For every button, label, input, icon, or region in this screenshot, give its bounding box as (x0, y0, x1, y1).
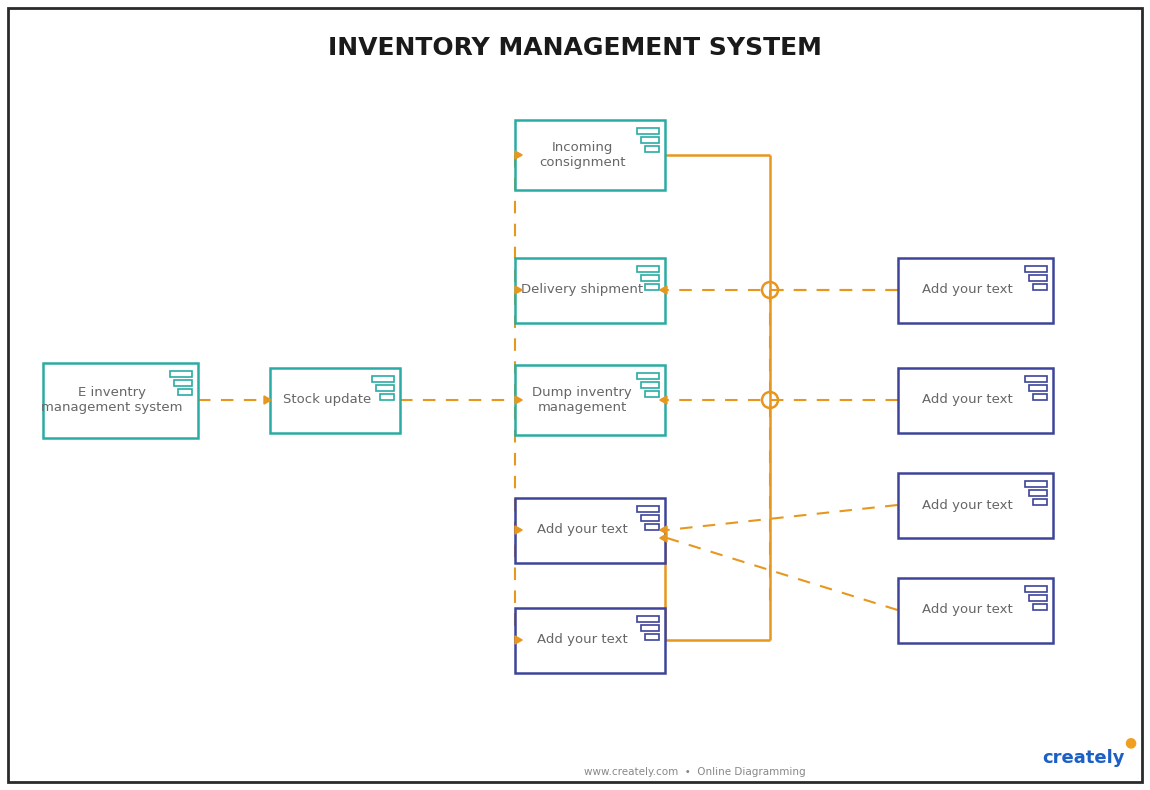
Bar (645, 146, 659, 152)
Bar (270, 367, 400, 432)
Bar (1025, 585, 1046, 592)
Bar (637, 506, 659, 511)
Text: Add your text: Add your text (537, 634, 628, 646)
Bar (637, 265, 659, 272)
Bar (1033, 284, 1046, 289)
Text: Incoming
consignment: Incoming consignment (538, 141, 626, 169)
Text: Add your text: Add your text (921, 284, 1012, 296)
Polygon shape (515, 396, 522, 404)
Bar (515, 608, 665, 672)
Bar (897, 577, 1052, 642)
Polygon shape (660, 526, 667, 534)
Text: Add your text: Add your text (921, 498, 1012, 511)
Bar (1028, 385, 1046, 390)
Polygon shape (515, 526, 522, 534)
Bar (645, 284, 659, 289)
Bar (376, 385, 394, 390)
Text: E inventry
management system: E inventry management system (41, 386, 183, 414)
Text: Add your text: Add your text (537, 524, 628, 536)
Text: ●: ● (1124, 735, 1136, 749)
Polygon shape (515, 151, 522, 159)
Bar (371, 375, 394, 382)
Text: Dump inventry
management: Dump inventry management (532, 386, 631, 414)
Polygon shape (515, 636, 522, 644)
Text: creately: creately (1043, 749, 1125, 767)
Bar (897, 258, 1052, 322)
Text: www.creately.com  •  Online Diagramming: www.creately.com • Online Diagramming (584, 767, 806, 777)
Bar (645, 524, 659, 529)
Bar (641, 137, 659, 143)
Bar (897, 367, 1052, 432)
Bar (641, 514, 659, 521)
Text: Stock update: Stock update (283, 393, 371, 407)
Bar (174, 379, 192, 386)
Bar (1028, 595, 1046, 600)
Polygon shape (660, 534, 667, 542)
Bar (641, 382, 659, 388)
Bar (515, 120, 665, 190)
Bar (645, 634, 659, 639)
Bar (637, 373, 659, 379)
Bar (1028, 274, 1046, 280)
Polygon shape (264, 396, 271, 404)
Text: Add your text: Add your text (921, 393, 1012, 407)
Bar (1033, 498, 1046, 505)
Bar (169, 371, 192, 377)
Bar (641, 274, 659, 280)
Bar (43, 363, 198, 438)
Bar (380, 393, 394, 400)
Bar (515, 498, 665, 562)
Bar (1025, 480, 1046, 487)
Bar (177, 389, 192, 394)
Polygon shape (660, 286, 667, 294)
Bar (1025, 375, 1046, 382)
Text: Add your text: Add your text (921, 604, 1012, 616)
Bar (1028, 490, 1046, 495)
Bar (1025, 265, 1046, 272)
Polygon shape (660, 396, 667, 404)
Bar (515, 258, 665, 322)
Text: Delivery shipment: Delivery shipment (521, 284, 643, 296)
Bar (637, 128, 659, 134)
Bar (641, 625, 659, 630)
Bar (1033, 393, 1046, 400)
Polygon shape (515, 286, 522, 294)
Bar (897, 472, 1052, 537)
Bar (1033, 604, 1046, 610)
Bar (515, 365, 665, 435)
Bar (637, 615, 659, 622)
Text: INVENTORY MANAGEMENT SYSTEM: INVENTORY MANAGEMENT SYSTEM (328, 36, 822, 60)
Bar (645, 391, 659, 397)
